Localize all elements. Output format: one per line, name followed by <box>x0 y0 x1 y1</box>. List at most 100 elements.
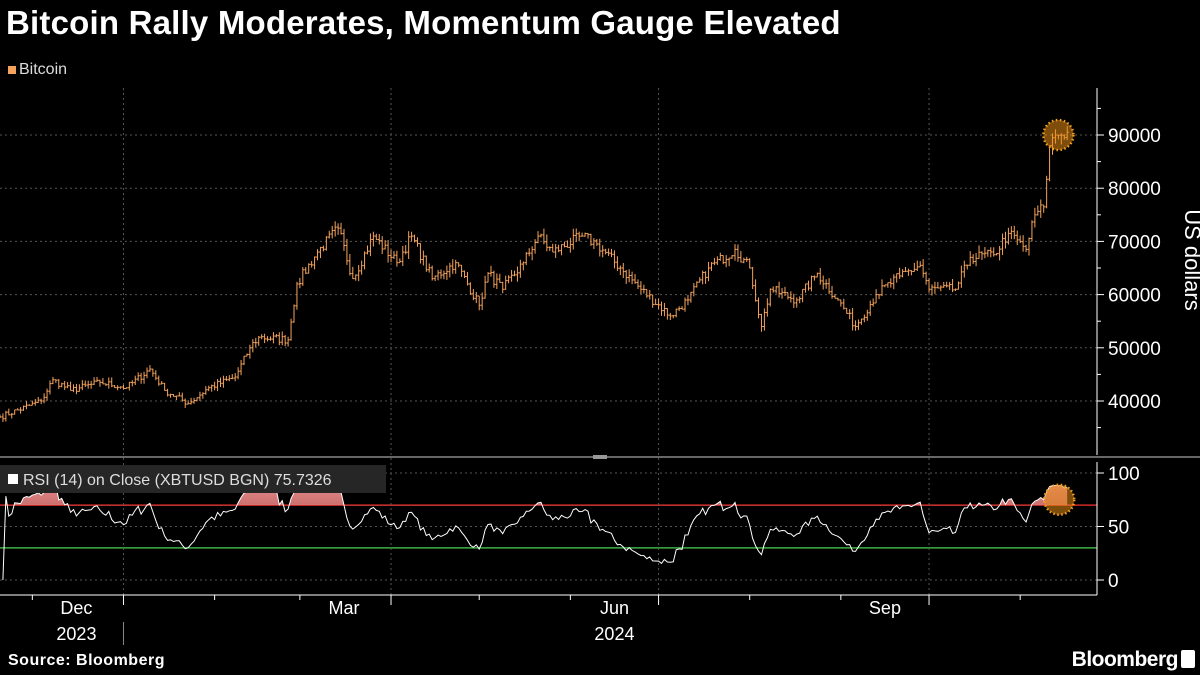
ohlc-bar <box>10 412 14 419</box>
ohlc-bar <box>507 275 511 284</box>
ohlc-bar <box>419 243 422 264</box>
ohlc-bar <box>263 333 266 344</box>
source-note: Source: Bloomberg <box>8 652 165 669</box>
ohlc-bar <box>524 252 528 266</box>
ohlc-bar <box>413 234 416 243</box>
ohlc-bar <box>133 375 137 386</box>
ohlc-bar <box>739 250 743 263</box>
ohlc-bar <box>995 253 999 256</box>
ohlc-bar <box>718 252 722 261</box>
ohlc-bar <box>386 239 390 263</box>
ohlc-bar <box>792 293 796 309</box>
ohlc-bar <box>75 383 78 395</box>
ohlc-bar <box>201 392 205 399</box>
ohlc-bar <box>865 309 869 321</box>
rsi-tick-label: 50 <box>1108 518 1129 539</box>
ohlc-bar <box>57 379 61 389</box>
ohlc-bar <box>945 281 949 288</box>
ohlc-bar <box>380 236 384 254</box>
ohlc-bar <box>204 386 208 395</box>
ohlc-bar <box>701 270 705 285</box>
ohlc-bar <box>618 265 622 276</box>
ohlc-bar <box>874 289 878 304</box>
ohlc-bar <box>589 233 593 246</box>
ohlc-bar <box>66 382 70 389</box>
ohlc-bar <box>898 267 902 279</box>
rsi-highlight-circle <box>1042 483 1076 516</box>
ohlc-bar <box>457 262 461 268</box>
ohlc-bar <box>633 273 637 284</box>
ohlc-bar <box>580 232 584 237</box>
ohlc-bar <box>492 270 496 288</box>
ohlc-bar <box>671 315 675 319</box>
ohlc-bar <box>142 371 146 384</box>
ohlc-bar <box>771 286 775 293</box>
ohlc-bar <box>407 231 411 259</box>
ohlc-bar <box>480 292 484 310</box>
ohlc-bar <box>192 397 196 404</box>
ohlc-bar <box>883 284 887 288</box>
ohlc-bar <box>907 268 910 276</box>
ohlc-bar <box>889 278 893 288</box>
ohlc-bar <box>877 294 881 300</box>
ohlc-bar <box>433 275 437 282</box>
ohlc-bar <box>954 288 957 291</box>
ohlc-bar <box>36 396 40 403</box>
ohlc-bar <box>554 243 558 258</box>
ohlc-bar <box>542 228 546 245</box>
y-tick-label: 90000 <box>1108 126 1161 147</box>
ohlc-bar <box>39 398 43 405</box>
ohlc-bar <box>959 265 963 288</box>
ohlc-bar <box>613 250 616 269</box>
ohlc-bar <box>801 288 805 303</box>
ohlc-bar <box>333 221 337 237</box>
ohlc-bar <box>780 287 784 299</box>
ohlc-bar <box>886 282 890 288</box>
ohlc-bar <box>777 281 781 298</box>
ohlc-bar <box>339 222 343 235</box>
ohlc-bar <box>639 281 643 295</box>
ohlc-bar <box>145 367 149 379</box>
ohlc-bar <box>322 245 325 252</box>
ohlc-bar <box>469 282 472 295</box>
ohlc-bar <box>392 251 396 259</box>
ohlc-bar <box>815 272 819 278</box>
ohlc-bar <box>80 380 84 391</box>
ohlc-bar <box>610 248 613 258</box>
ohlc-bar <box>742 257 746 264</box>
ohlc-bar <box>636 279 640 290</box>
ohlc-bar <box>895 273 899 283</box>
legend-label-bitcoin: Bitcoin <box>19 61 68 78</box>
ohlc-bar <box>536 231 540 244</box>
ohlc-bar <box>915 260 919 272</box>
ohlc-bar <box>571 228 575 250</box>
ohlc-bar <box>1045 175 1049 209</box>
ohlc-bar <box>486 272 490 283</box>
ohlc-bar <box>442 270 446 280</box>
ohlc-bar <box>892 274 896 290</box>
ohlc-bar <box>207 385 211 392</box>
ohlc-bar <box>607 248 610 257</box>
ohlc-bar <box>774 285 778 294</box>
ohlc-bar <box>28 404 31 406</box>
ohlc-bar <box>77 384 81 392</box>
ohlc-bar <box>663 302 666 317</box>
rsi-legend-label: RSI (14) on Close (XBTUSD BGN) 75.7326 <box>23 472 332 489</box>
ohlc-bar <box>283 334 287 347</box>
ohlc-bar <box>660 301 663 316</box>
y-tick-label: 40000 <box>1108 392 1161 413</box>
ohlc-bar <box>912 262 916 272</box>
ohlc-bar <box>689 291 693 303</box>
ohlc-bar <box>933 281 937 294</box>
ohlc-bar <box>645 288 649 298</box>
ohlc-bar <box>301 267 305 286</box>
chart-title: Bitcoin Rally Moderates, Momentum Gauge … <box>6 4 841 41</box>
ohlc-bar <box>239 359 243 376</box>
ohlc-bar <box>704 271 707 284</box>
ohlc-bar <box>377 234 381 245</box>
ohlc-bar <box>48 380 52 395</box>
ohlc-bar <box>395 250 399 267</box>
ohlc-bar <box>545 234 549 252</box>
ohlc-bar <box>177 392 181 397</box>
ohlc-bar <box>219 377 222 388</box>
